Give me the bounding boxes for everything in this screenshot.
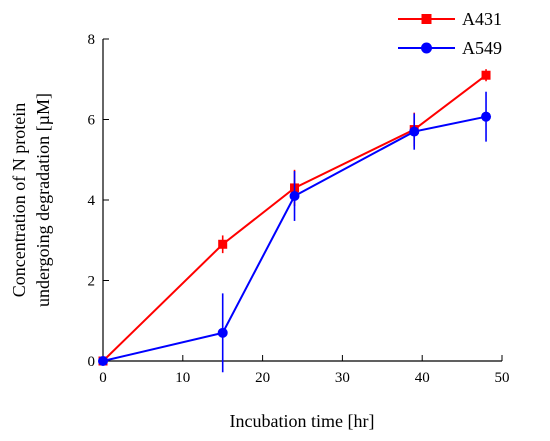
- y-axis-title-line-1: Concentration of N protein: [9, 103, 29, 297]
- x-tick-label: 20: [255, 370, 270, 386]
- y-tick-label: 6: [88, 113, 96, 129]
- legend-marker-a549: [421, 42, 432, 54]
- x-tick-label: 10: [175, 370, 190, 386]
- data-point-a431: [481, 70, 491, 80]
- legend-item-a431: A431: [398, 9, 502, 29]
- legend-label-a549: A549: [462, 38, 502, 58]
- legend: A431 A549: [398, 9, 502, 58]
- legend-label-a431: A431: [462, 9, 502, 29]
- x-tick-label: 50: [495, 370, 510, 386]
- series-a549: [98, 91, 492, 373]
- data-point-a549: [481, 111, 492, 122]
- data-point-a549: [409, 126, 420, 137]
- y-axis-title-line-2: undergoing degradation [µM]: [33, 93, 53, 307]
- x-tick-label: 40: [415, 370, 430, 386]
- series-layer: [98, 69, 492, 373]
- axes: 0 10 20 30 40 50 0 2 4 6 8: [88, 32, 510, 386]
- x-tick-label: 0: [99, 370, 107, 386]
- x-axis-title: Incubation time [hr]: [230, 411, 375, 431]
- y-tick-label: 8: [88, 32, 96, 48]
- x-tick-label: 30: [335, 370, 350, 386]
- y-tick-label: 0: [88, 354, 96, 370]
- data-point-a549: [289, 190, 300, 201]
- legend-marker-a431: [421, 14, 432, 24]
- y-tick-label: 4: [88, 193, 96, 209]
- y-tick-label: 2: [88, 274, 96, 290]
- y-axis-title: Concentration of N protein undergoing de…: [9, 93, 53, 307]
- data-point-a549: [217, 327, 228, 338]
- series-line-a549: [102, 115, 487, 362]
- data-point-a431: [218, 239, 228, 249]
- data-point-a549: [98, 356, 108, 366]
- legend-item-a549: A549: [398, 38, 502, 58]
